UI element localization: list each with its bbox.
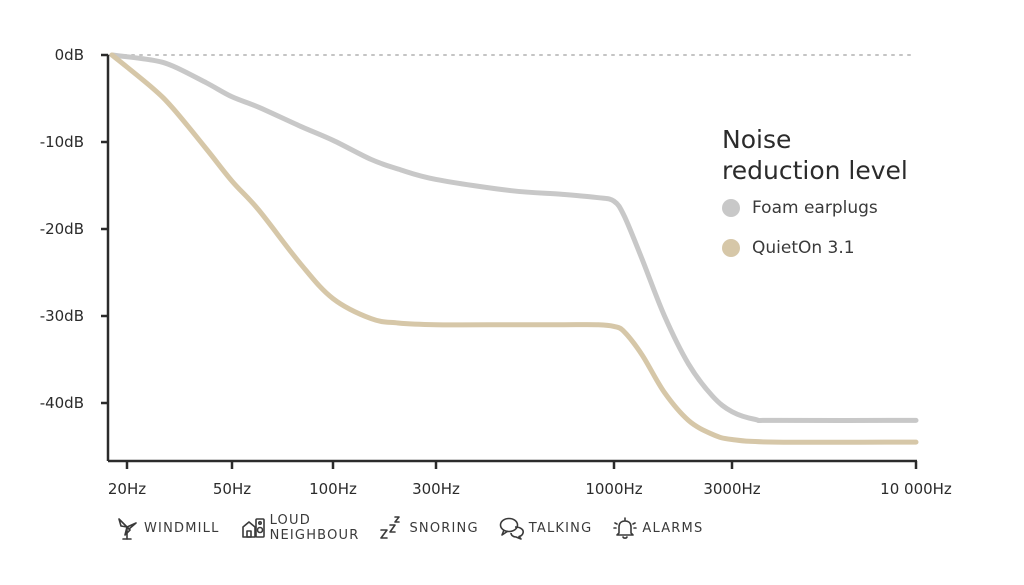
- category-label: LOUD NEIGHBOUR: [269, 513, 360, 543]
- legend-item-foam-earplugs: Foam earplugs: [722, 198, 878, 218]
- x-tick-label: 100Hz: [309, 480, 357, 498]
- legend-item-quieton: QuietOn 3.1: [722, 238, 855, 258]
- windmill-icon: [118, 518, 137, 540]
- category-label: ALARMS: [642, 520, 704, 536]
- talking-icon: [499, 517, 524, 540]
- x-tick-label: 10 000Hz: [880, 480, 952, 498]
- y-tick-label: 0dB: [55, 46, 84, 64]
- x-tick-label: 3000Hz: [703, 480, 760, 498]
- x-tick-label: 50Hz: [213, 480, 251, 498]
- legend-label-foam: Foam earplugs: [752, 198, 878, 218]
- category-windmill: WINDMILL: [114, 515, 220, 541]
- category-label: WINDMILL: [144, 520, 220, 536]
- x-tick-label: 300Hz: [412, 480, 460, 498]
- snoring-icon: [380, 516, 401, 539]
- category-label: SNORING: [409, 520, 479, 536]
- category-snoring: SNORING: [379, 515, 478, 541]
- legend-swatch-foam: [722, 199, 740, 217]
- y-tick-label: -30dB: [40, 307, 84, 325]
- y-tick-label: -10dB: [40, 133, 84, 151]
- category-talking: TALKING: [499, 515, 593, 541]
- loud-neighbour-icon: [241, 518, 265, 538]
- legend-label-quieton: QuietOn 3.1: [752, 238, 855, 258]
- legend-swatch-quieton: [722, 239, 740, 257]
- legend-title: Noise reduction level: [722, 125, 908, 185]
- category-alarms: ALARMS: [612, 515, 703, 541]
- y-tick-label: -40dB: [40, 394, 84, 412]
- noise-category-row: WINDMILL LOUD NEIGHBOUR SNORING: [114, 513, 723, 543]
- alarm-bell-icon: [613, 517, 638, 539]
- x-tick-label: 20Hz: [108, 480, 146, 498]
- category-loud-neighbour: LOUD NEIGHBOUR: [240, 513, 360, 543]
- x-tick-label: 1000Hz: [585, 480, 642, 498]
- series-line-quieton: [109, 52, 919, 445]
- category-label: TALKING: [528, 520, 593, 536]
- series-line-foam-earplugs: [109, 52, 919, 423]
- y-tick-label: -20dB: [40, 220, 84, 238]
